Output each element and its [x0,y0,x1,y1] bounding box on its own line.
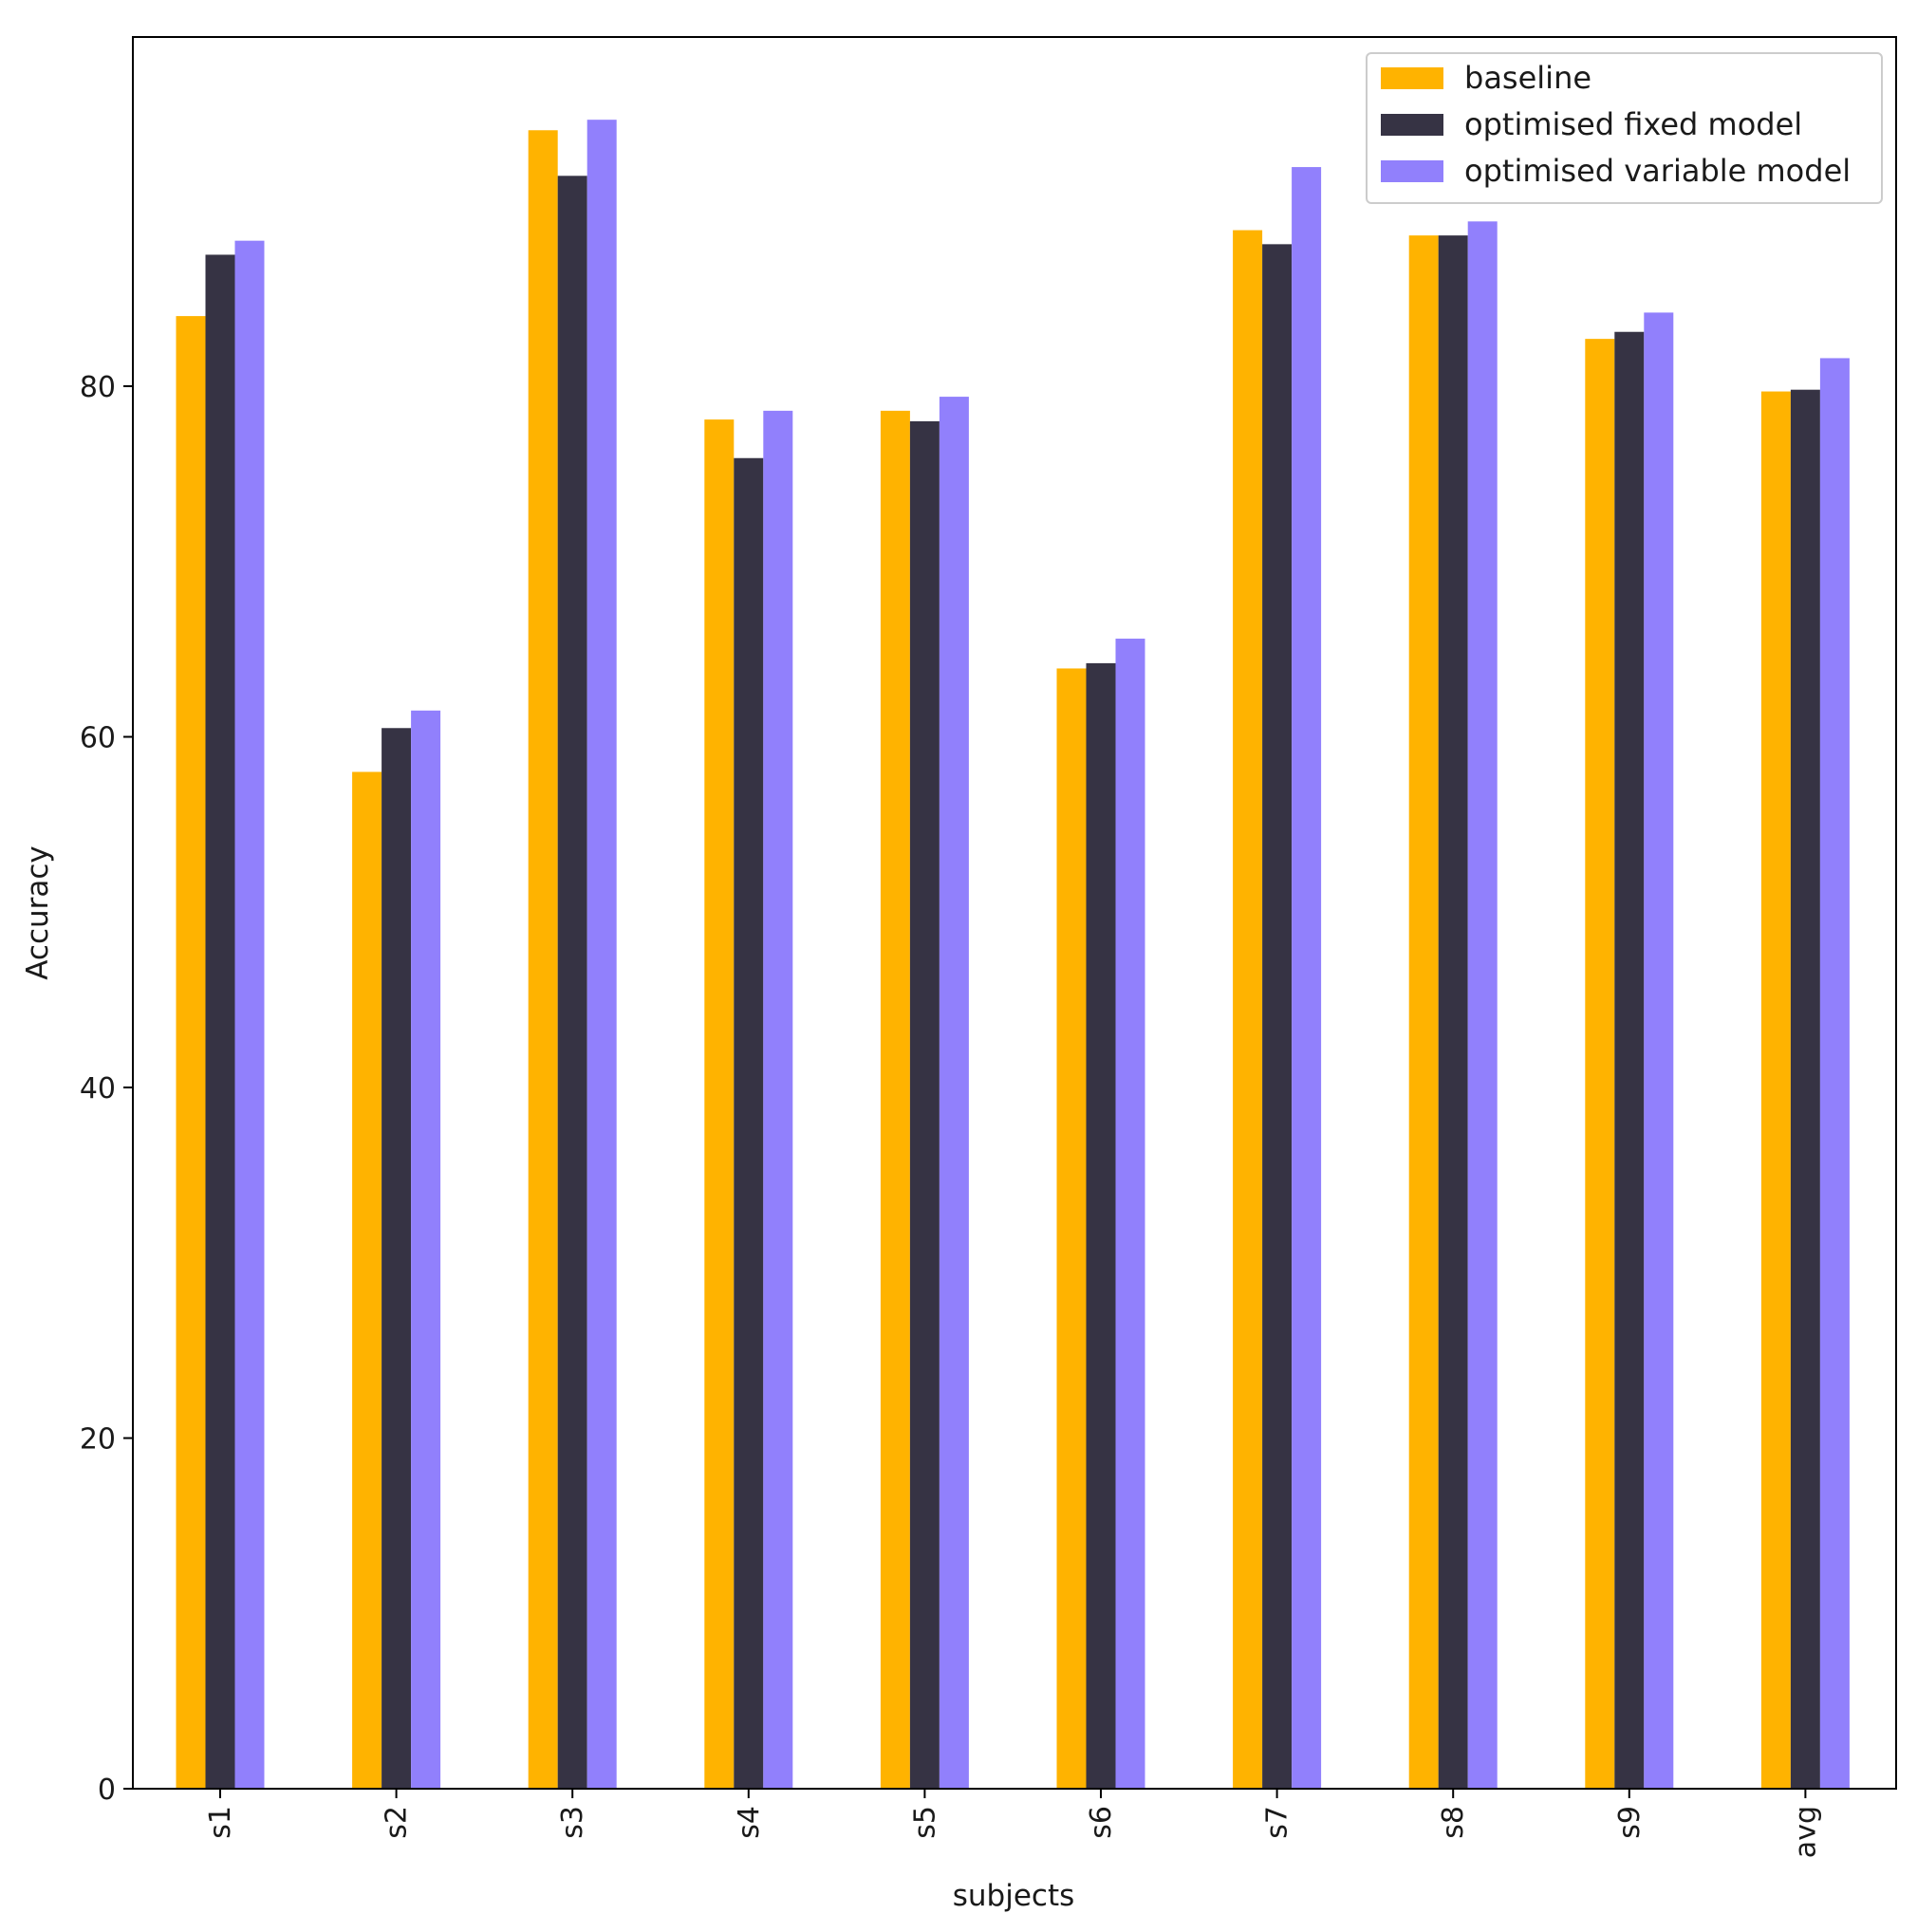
bar-s8-optimised-variable-model [1467,221,1498,1790]
x-axis-title: subjects [953,1879,1075,1913]
bar-s1-baseline [176,316,206,1790]
legend-box [1366,52,1883,204]
bars-group [176,120,1850,1790]
bar-s4-baseline [704,419,735,1790]
bar-s7-optimised-variable-model [1292,167,1322,1789]
bar-s4-optimised-variable-model [763,410,793,1789]
bar-s5-optimised-variable-model [939,397,969,1790]
bar-s1-optimised-variable-model [234,240,265,1789]
y-tick-label: 0 [98,1774,116,1807]
x-tick-label-avg: avg [1789,1806,1822,1858]
plot-frame [132,36,1897,1790]
bar-s6-baseline [1056,668,1087,1790]
x-tick-label-s2: s2 [381,1806,414,1839]
bar-s5-baseline [880,410,910,1789]
y-tick-label: 40 [80,1072,116,1105]
y-tick-label: 20 [80,1423,116,1457]
x-tick-label-s1: s1 [204,1806,237,1839]
legend-swatch-optimised-fixed-model [1381,114,1443,136]
y-axis-ticks: 0 20 40 60 80 [80,371,133,1807]
bar-s7-baseline [1233,230,1263,1789]
legend-swatch-optimised-variable-model [1381,160,1443,182]
y-tick-label: 80 [80,371,116,404]
bar-s2-optimised-variable-model [411,710,441,1789]
bar-s1-optimised-fixed-model [205,254,235,1790]
bar-s3-optimised-variable-model [586,120,617,1789]
x-tick-label-s9: s9 [1613,1806,1647,1839]
bar-s5-optimised-fixed-model [909,420,940,1790]
x-tick-label-s8: s8 [1437,1806,1470,1839]
bar-avg-optimised-variable-model [1819,358,1850,1790]
x-tick-label-s5: s5 [908,1806,941,1839]
legend-label-baseline: baseline [1464,60,1591,96]
x-axis-ticks: s1 s2 s3 s4 s5 s6 s7 s8 s9 avg [204,1789,1822,1858]
legend-label-optimised-variable-model: optimised variable model [1464,153,1851,189]
legend-swatch-baseline [1381,67,1443,89]
bar-s6-optimised-fixed-model [1086,662,1116,1789]
bar-s3-optimised-fixed-model [557,176,587,1789]
x-tick-label-s7: s7 [1261,1806,1294,1839]
bar-avg-baseline [1760,391,1791,1789]
x-tick-label-s3: s3 [556,1806,589,1839]
legend: baseline optimised fixed model optimised v… [1366,52,1883,204]
bar-s8-optimised-fixed-model [1438,235,1468,1789]
bar-s8-baseline [1408,235,1439,1789]
bar-s9-optimised-fixed-model [1614,331,1645,1790]
bar-s6-optimised-variable-model [1115,639,1145,1789]
bar-avg-optimised-fixed-model [1790,389,1820,1790]
y-tick-label: 60 [80,722,116,755]
legend-label-optimised-fixed-model: optimised fixed model [1464,106,1802,142]
y-axis-title: Accuracy [21,845,55,980]
bar-s2-optimised-fixed-model [382,728,412,1789]
bar-s4-optimised-fixed-model [734,457,764,1789]
x-tick-label-s6: s6 [1085,1806,1118,1839]
bar-s9-baseline [1585,339,1615,1789]
bar-s7-optimised-fixed-model [1262,244,1293,1790]
x-tick-label-s4: s4 [733,1806,766,1839]
bar-s3-baseline [528,130,558,1789]
bar-s2-baseline [352,771,382,1790]
bar-s9-optimised-variable-model [1644,312,1674,1789]
